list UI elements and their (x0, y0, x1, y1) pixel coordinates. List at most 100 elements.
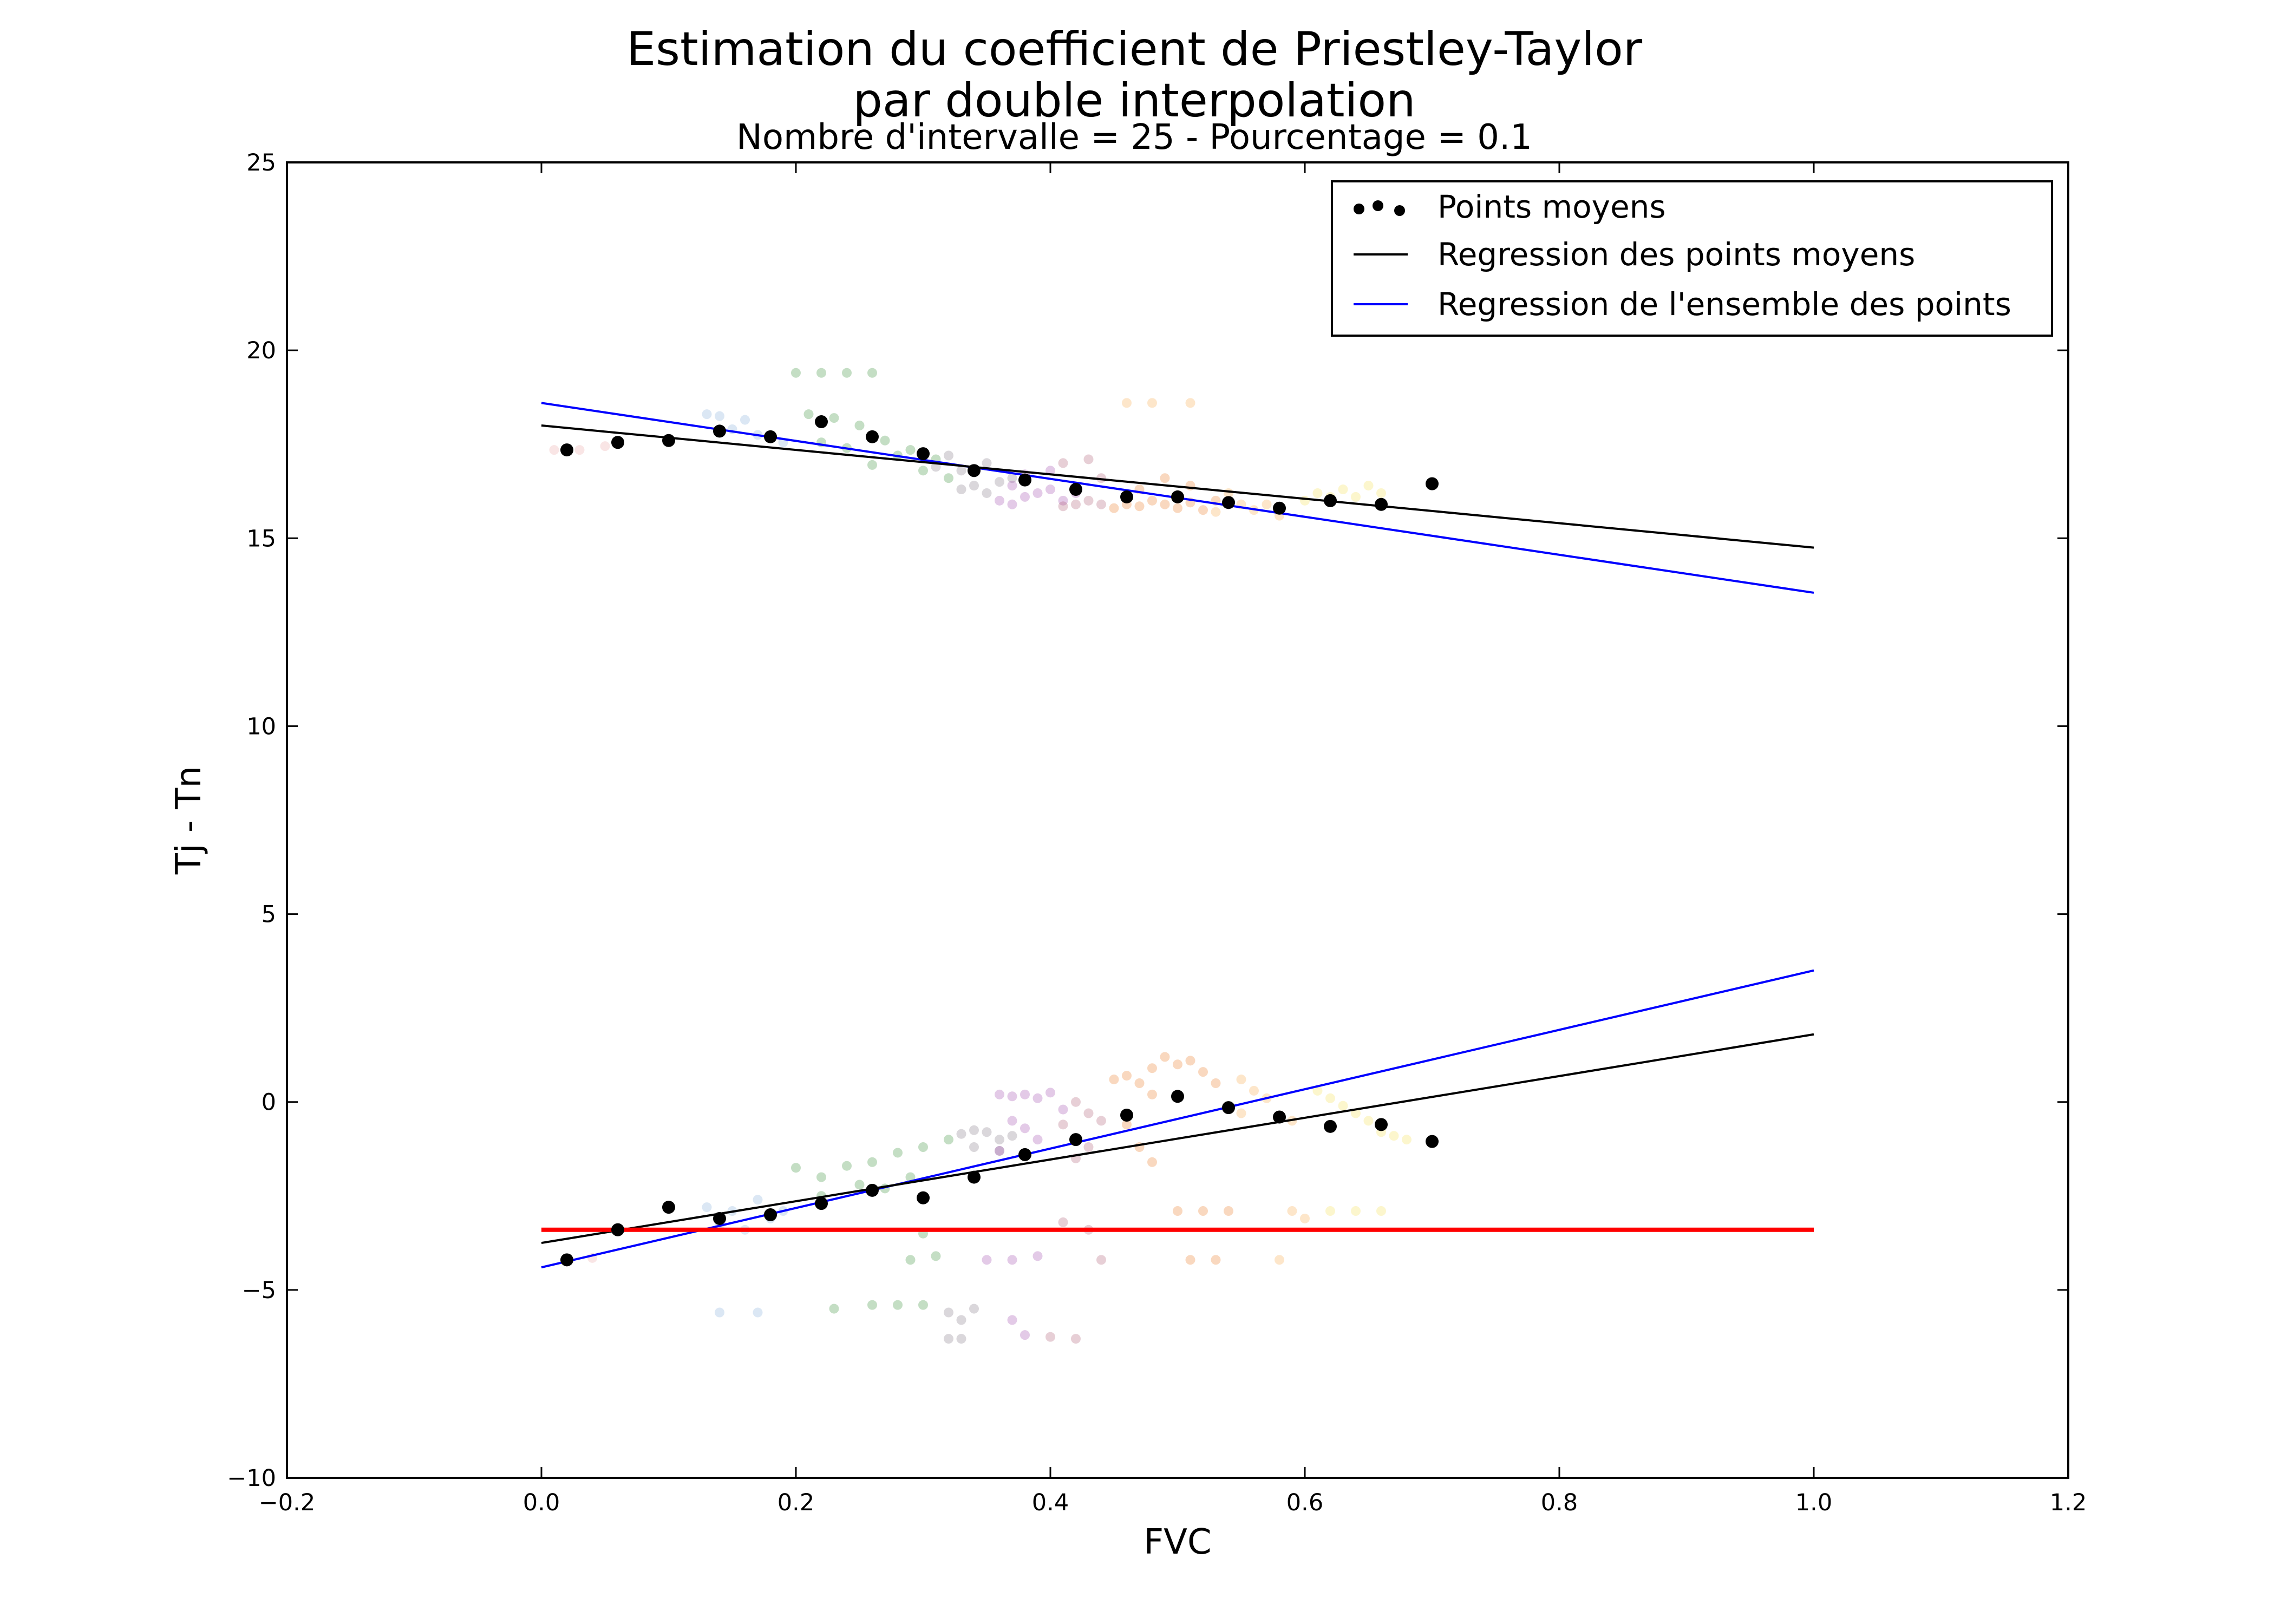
scatter-point-5-0 (1058, 501, 1068, 512)
mean-point-upper-12 (1171, 490, 1184, 503)
scatter-point-7-8 (1211, 507, 1221, 517)
scatter-point-3-19 (956, 1334, 966, 1344)
scatter-point-5-2 (1083, 495, 1094, 506)
scatter-point-5-7 (1083, 454, 1094, 464)
scatter-point-3-3 (995, 477, 1004, 487)
scatter-point-6-25 (1173, 1206, 1182, 1216)
x-tick-label-0: −0.2 (259, 1489, 315, 1516)
x-tick-label-6: 1.0 (1795, 1489, 1832, 1516)
scatter-point-3-10 (982, 1127, 992, 1137)
scatter-point-3-0 (956, 484, 966, 495)
scatter-point-2-22 (944, 1135, 953, 1145)
scatter-point-3-5 (982, 458, 992, 468)
x-tick-label-7: 1.2 (2050, 1489, 2087, 1516)
scatter-point-7-2 (1185, 398, 1195, 408)
scatter-point-2-2 (842, 368, 852, 378)
mean-point-upper-7 (917, 447, 930, 461)
mean-point-upper-15 (1324, 494, 1337, 507)
scatter-point-2-4 (803, 409, 814, 420)
mean-point-upper-17 (1426, 477, 1439, 490)
mean-point-upper-13 (1222, 496, 1235, 509)
legend: Points moyens Regression des points moye… (1331, 180, 2053, 337)
mean-point-lower-12 (1171, 1090, 1184, 1103)
mean-point-lower-16 (1375, 1118, 1388, 1131)
scatter-point-6-27 (1224, 1206, 1233, 1216)
legend-label-regression-moyens: Regression des points moyens (1437, 236, 1915, 273)
scatter-point-2-31 (931, 1251, 941, 1261)
scatter-point-6-15 (1147, 1063, 1157, 1073)
scatter-point-7-16 (1300, 1213, 1310, 1223)
scatter-point-4-22 (1033, 1251, 1043, 1261)
scatter-point-4-5 (1058, 495, 1068, 506)
mean-point-upper-11 (1120, 490, 1133, 503)
mean-point-lower-11 (1120, 1109, 1133, 1122)
scatter-point-8-5 (1363, 481, 1374, 491)
scatter-point-6-26 (1198, 1206, 1208, 1216)
scatter-point-6-21 (1147, 1089, 1157, 1099)
scatter-point-1-0 (702, 409, 712, 420)
y-axis-label: Tj - Tn (169, 766, 209, 875)
scatter-point-4-13 (1033, 1093, 1043, 1103)
scatter-point-2-27 (867, 1300, 877, 1310)
scatter-point-2-32 (905, 1255, 916, 1265)
mean-point-upper-16 (1375, 497, 1388, 511)
scatter-point-6-24 (1147, 1157, 1157, 1167)
y-tick-label-3: 5 (262, 901, 276, 928)
scatter-point-4-6 (1007, 481, 1017, 491)
scatter-point-6-20 (1211, 1078, 1221, 1088)
scatter-point-8-0 (1300, 495, 1310, 506)
x-tick-label-3: 0.4 (1032, 1489, 1069, 1516)
scatter-point-4-8 (1045, 466, 1055, 476)
scatter-point-6-5 (1173, 503, 1182, 513)
scatter-point-2-20 (893, 1148, 903, 1158)
scatter-point-0-0 (549, 445, 559, 455)
scatter-point-5-8 (1071, 1097, 1081, 1107)
scatter-point-2-3 (867, 368, 877, 378)
scatter-point-3-20 (944, 1334, 953, 1344)
scatter-point-5-6 (1058, 458, 1068, 468)
scatter-point-2-30 (829, 1304, 839, 1314)
scatter-point-2-8 (905, 445, 916, 455)
legend-frame (1331, 180, 2053, 337)
scatter-point-3-17 (956, 1315, 966, 1325)
y-tick-label-4: 10 (246, 713, 276, 740)
scatter-point-8-3 (1338, 484, 1348, 495)
scatter-point-3-16 (944, 1307, 953, 1318)
mean-point-lower-8 (968, 1170, 981, 1184)
scatter-point-1-13 (715, 1307, 724, 1318)
scatter-point-7-17 (1275, 1255, 1284, 1265)
legend-marker-points-moyens (1354, 200, 1405, 216)
scatter-point-0-1 (574, 445, 585, 455)
scatter-point-4-16 (1007, 1116, 1017, 1126)
scatter-point-2-18 (842, 1161, 852, 1171)
scatter-point-4-1 (1007, 499, 1017, 509)
scatter-point-4-19 (995, 1145, 1004, 1156)
chart-title-line2: par double interpolation (853, 74, 1415, 128)
scatter-point-8-9 (1338, 1101, 1348, 1111)
scatter-point-8-6 (1376, 488, 1386, 498)
scatter-point-1-14 (753, 1307, 763, 1318)
scatter-point-5-3 (1096, 499, 1106, 509)
scatter-point-3-2 (982, 488, 992, 498)
scatter-point-8-4 (1351, 492, 1361, 502)
scatter-point-2-7 (880, 435, 890, 446)
scatter-point-6-7 (1198, 505, 1208, 515)
scatter-point-4-15 (1058, 1104, 1068, 1115)
scatter-point-4-20 (982, 1255, 992, 1265)
mean-point-lower-6 (866, 1183, 879, 1197)
scatter-point-5-18 (1045, 1332, 1055, 1342)
scatter-point-2-0 (791, 368, 801, 378)
scatter-point-5-12 (1083, 1142, 1094, 1152)
scatter-point-4-18 (1033, 1135, 1043, 1145)
scatter-point-5-9 (1083, 1108, 1094, 1118)
scatter-point-6-17 (1173, 1059, 1182, 1070)
y-tick-label-7: 25 (246, 149, 276, 176)
scatter-point-4-0 (995, 495, 1004, 506)
scatter-point-3-11 (956, 1129, 966, 1139)
scatter-point-3-14 (969, 1142, 979, 1152)
scatter-point-2-1 (816, 368, 826, 378)
scatter-point-6-18 (1185, 1056, 1195, 1066)
scatter-point-1-2 (740, 415, 750, 425)
y-tick-label-2: 0 (262, 1089, 276, 1116)
scatter-point-2-10 (867, 460, 877, 470)
